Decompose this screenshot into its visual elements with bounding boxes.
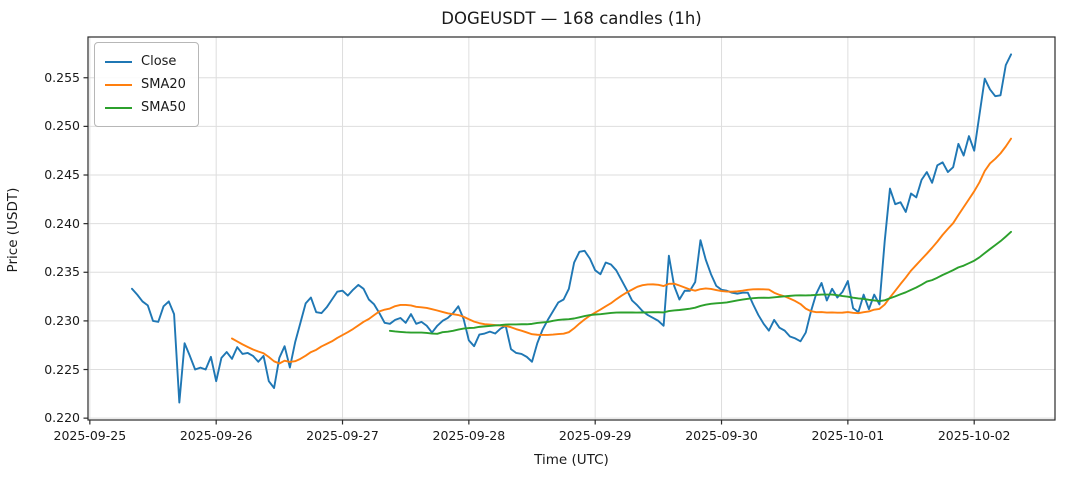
close-line — [130, 53, 1012, 404]
sma50-line — [388, 230, 1012, 335]
x-tick-label: 2025-09-25 — [53, 428, 127, 443]
legend-line-swatch-close — [105, 60, 132, 63]
x-axis-label: Time (UTC) — [534, 452, 609, 468]
x-tick-label: 2025-09-29 — [558, 428, 632, 443]
y-tick-label: 0.230 — [44, 312, 80, 328]
y-tick-label: 0.245 — [44, 167, 80, 182]
x-tick-label: 2025-09-27 — [306, 428, 379, 443]
legend: Close SMA20 SMA50 — [94, 42, 199, 127]
y-tick-label: 0.220 — [44, 410, 80, 426]
legend-label-sma20: SMA20 — [141, 77, 186, 92]
y-tick-label: 0.240 — [44, 215, 80, 231]
legend-line-swatch-sma20 — [105, 83, 132, 86]
y-tick-label: 0.255 — [44, 69, 80, 85]
chart-title: DOGEUSDT — 168 candles (1h) — [441, 9, 702, 28]
y-tick-label: 0.250 — [44, 118, 80, 134]
legend-line-swatch-sma50 — [105, 106, 132, 109]
x-tick-label: 2025-09-28 — [432, 428, 506, 443]
x-tick-label: 2025-10-02 — [937, 428, 1011, 443]
x-tick-label: 2025-09-26 — [179, 428, 253, 443]
sma20-line — [231, 137, 1012, 365]
x-tick-label: 2025-10-01 — [811, 428, 885, 443]
legend-row-sma50: SMA50 — [105, 96, 186, 119]
legend-row-sma20: SMA20 — [105, 73, 186, 96]
y-tick-label: 0.225 — [44, 361, 80, 377]
axes-frame — [87, 36, 1056, 421]
legend-label-sma50: SMA50 — [141, 100, 186, 115]
y-tick-label: 0.235 — [44, 264, 80, 280]
legend-row-close: Close — [105, 50, 186, 73]
x-tick-label: 2025-09-30 — [685, 428, 758, 443]
legend-label-close: Close — [141, 54, 177, 69]
